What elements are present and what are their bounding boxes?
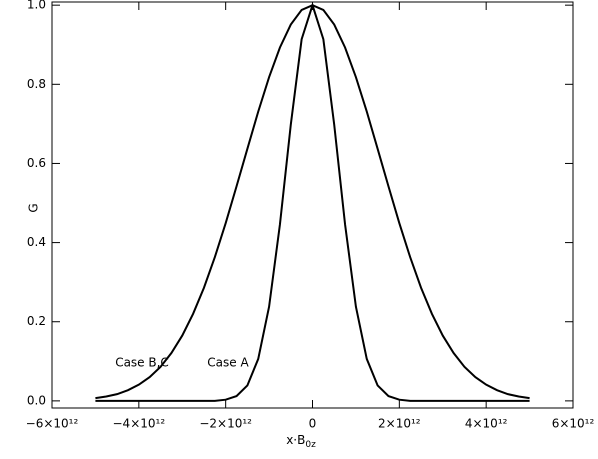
x-axis-label: x·B0z [286,433,316,450]
y-tick-label: 0.0 [27,393,46,407]
annotation: Case A [207,356,249,370]
annotation: Case B,C [115,356,169,370]
x-tick-label: −2×10¹² [199,417,252,431]
plot-frame [51,1,574,409]
x-tick-label: 0 [309,417,317,431]
x-label-main: x·B [286,433,305,447]
x-tick-label: 4×10¹² [465,417,508,431]
y-tick-label: 0.2 [27,314,46,328]
series-line [95,1,530,402]
x-tick-label: −4×10¹² [113,417,166,431]
x-tick-label: 6×10¹² [552,417,595,431]
y-tick-label: 0.8 [27,77,46,91]
x-label-subscript: 0z [305,440,316,450]
series-line [95,4,530,400]
y-tick-label: 0.4 [27,235,46,249]
x-tick-label: −6×10¹² [26,417,79,431]
x-tick-label: 2×10¹² [378,417,421,431]
y-axis-label: G [27,203,41,212]
y-tick-label: 1.0 [27,0,46,12]
y-tick-label: 0.6 [27,156,46,170]
